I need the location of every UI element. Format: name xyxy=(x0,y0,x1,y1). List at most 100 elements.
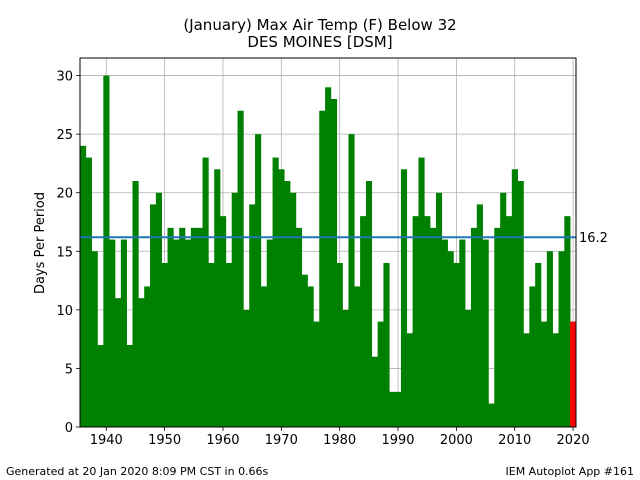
bar-1953 xyxy=(179,227,186,427)
bar-2019 xyxy=(564,216,571,427)
x-tick-label: 2020 xyxy=(557,433,590,448)
bar-1971 xyxy=(284,181,291,427)
x-tick-label: 1990 xyxy=(381,433,414,448)
bar-1939 xyxy=(97,345,104,427)
bar-1994 xyxy=(418,157,425,428)
bar-1955 xyxy=(190,227,198,427)
bar-1999 xyxy=(447,251,454,427)
bar-1952 xyxy=(173,239,180,427)
mean-label: 16.2 xyxy=(579,231,608,246)
bar-2016 xyxy=(546,251,553,427)
chart-title: (January) Max Air Temp (F) Below 32 xyxy=(183,16,457,34)
bar-2014 xyxy=(535,263,542,427)
bar-1954 xyxy=(185,239,192,427)
x-tick-label: 1940 xyxy=(90,433,123,448)
bar-1985 xyxy=(365,181,373,427)
bar-1984 xyxy=(360,216,367,427)
bar-1972 xyxy=(290,192,297,427)
bar-1959 xyxy=(214,169,221,428)
bar-1945 xyxy=(132,181,139,427)
x-tick-label: 1980 xyxy=(323,433,356,448)
bar-1980 xyxy=(336,263,343,427)
bar-1944 xyxy=(126,345,133,427)
bar-1988 xyxy=(383,263,390,427)
bar-1993 xyxy=(412,216,419,427)
bar-1956 xyxy=(196,227,203,427)
bar-1948 xyxy=(150,204,157,427)
bar-2017 xyxy=(552,333,559,427)
y-tick-label: 25 xyxy=(56,128,73,143)
footer-generated-text: Generated at 20 Jan 2020 8:09 PM CST in … xyxy=(6,465,269,478)
plot-frame xyxy=(79,57,577,428)
bar-2001 xyxy=(459,239,466,427)
y-tick-label: 5 xyxy=(65,362,73,377)
bar-2018 xyxy=(558,251,565,427)
bar-1987 xyxy=(377,321,384,427)
footer-app-text: IEM Autoplot App #161 xyxy=(505,465,635,478)
bars xyxy=(80,75,577,428)
bar-1990 xyxy=(395,391,402,427)
y-axis-ticks: 0 5 10 15 20 25 30 xyxy=(56,70,80,436)
bar-1995 xyxy=(424,216,431,427)
bar-1989 xyxy=(389,391,396,427)
bar-2005 xyxy=(482,239,489,427)
bar-2015 xyxy=(540,321,548,427)
bar-1967 xyxy=(260,286,268,427)
x-tick-label: 1970 xyxy=(265,433,298,448)
bar-1936 xyxy=(80,145,87,427)
x-axis-ticks: 1940 1950 1960 1970 1980 1990 2000 2010 2020 xyxy=(90,427,590,448)
bar-1938 xyxy=(91,251,98,427)
bar-1996 xyxy=(430,227,437,427)
y-tick-label: 10 xyxy=(56,304,73,319)
bar-1997 xyxy=(435,192,443,427)
bar-1973 xyxy=(295,227,303,427)
bar-2006 xyxy=(488,403,495,427)
bar-1983 xyxy=(354,286,361,427)
bar-1942 xyxy=(115,298,122,427)
bar-1982 xyxy=(348,134,355,427)
bar-1946 xyxy=(138,298,145,427)
bar-1966 xyxy=(255,134,262,427)
bar-2002 xyxy=(465,309,472,427)
bar-1965 xyxy=(249,204,256,427)
bar-2003 xyxy=(470,227,478,427)
x-tick-label: 2010 xyxy=(498,433,531,448)
mean-line-group: 16.2 xyxy=(80,231,608,246)
bar-1975 xyxy=(307,286,314,427)
bar-1962 xyxy=(231,192,238,427)
bar-1974 xyxy=(301,274,308,427)
bar-1951 xyxy=(167,227,174,427)
bar-1940 xyxy=(103,75,110,428)
bar-1992 xyxy=(406,333,413,427)
y-tick-label: 0 xyxy=(65,421,73,436)
bar-1960 xyxy=(220,216,227,427)
bar-1970 xyxy=(278,169,285,428)
y-tick-label: 20 xyxy=(56,187,73,202)
bar-1978 xyxy=(325,87,332,428)
bar-2004 xyxy=(476,204,483,427)
bar-2013 xyxy=(529,286,536,427)
bar-1976 xyxy=(313,321,320,427)
bar-1963 xyxy=(237,110,244,427)
bar-1977 xyxy=(319,110,326,427)
bar-1964 xyxy=(243,309,250,427)
bar-2000 xyxy=(453,263,460,427)
bar-1943 xyxy=(120,239,127,427)
bar-1968 xyxy=(266,239,273,427)
bar-1981 xyxy=(342,309,349,427)
bar-1961 xyxy=(225,263,233,427)
y-axis-label: Days Per Period xyxy=(33,192,48,294)
bar-1947 xyxy=(144,286,151,427)
bar-1969 xyxy=(272,157,279,428)
bar-1991 xyxy=(400,169,408,428)
bar-2010 xyxy=(511,169,518,428)
bar-1937 xyxy=(85,157,92,428)
chart-subtitle: DES MOINES [DSM] xyxy=(247,33,393,51)
y-tick-label: 30 xyxy=(56,70,73,85)
bar-1941 xyxy=(109,239,116,427)
bar-1986 xyxy=(371,356,378,427)
bar-1979 xyxy=(330,99,338,427)
bar-1949 xyxy=(155,192,162,427)
x-tick-label: 1950 xyxy=(148,433,181,448)
